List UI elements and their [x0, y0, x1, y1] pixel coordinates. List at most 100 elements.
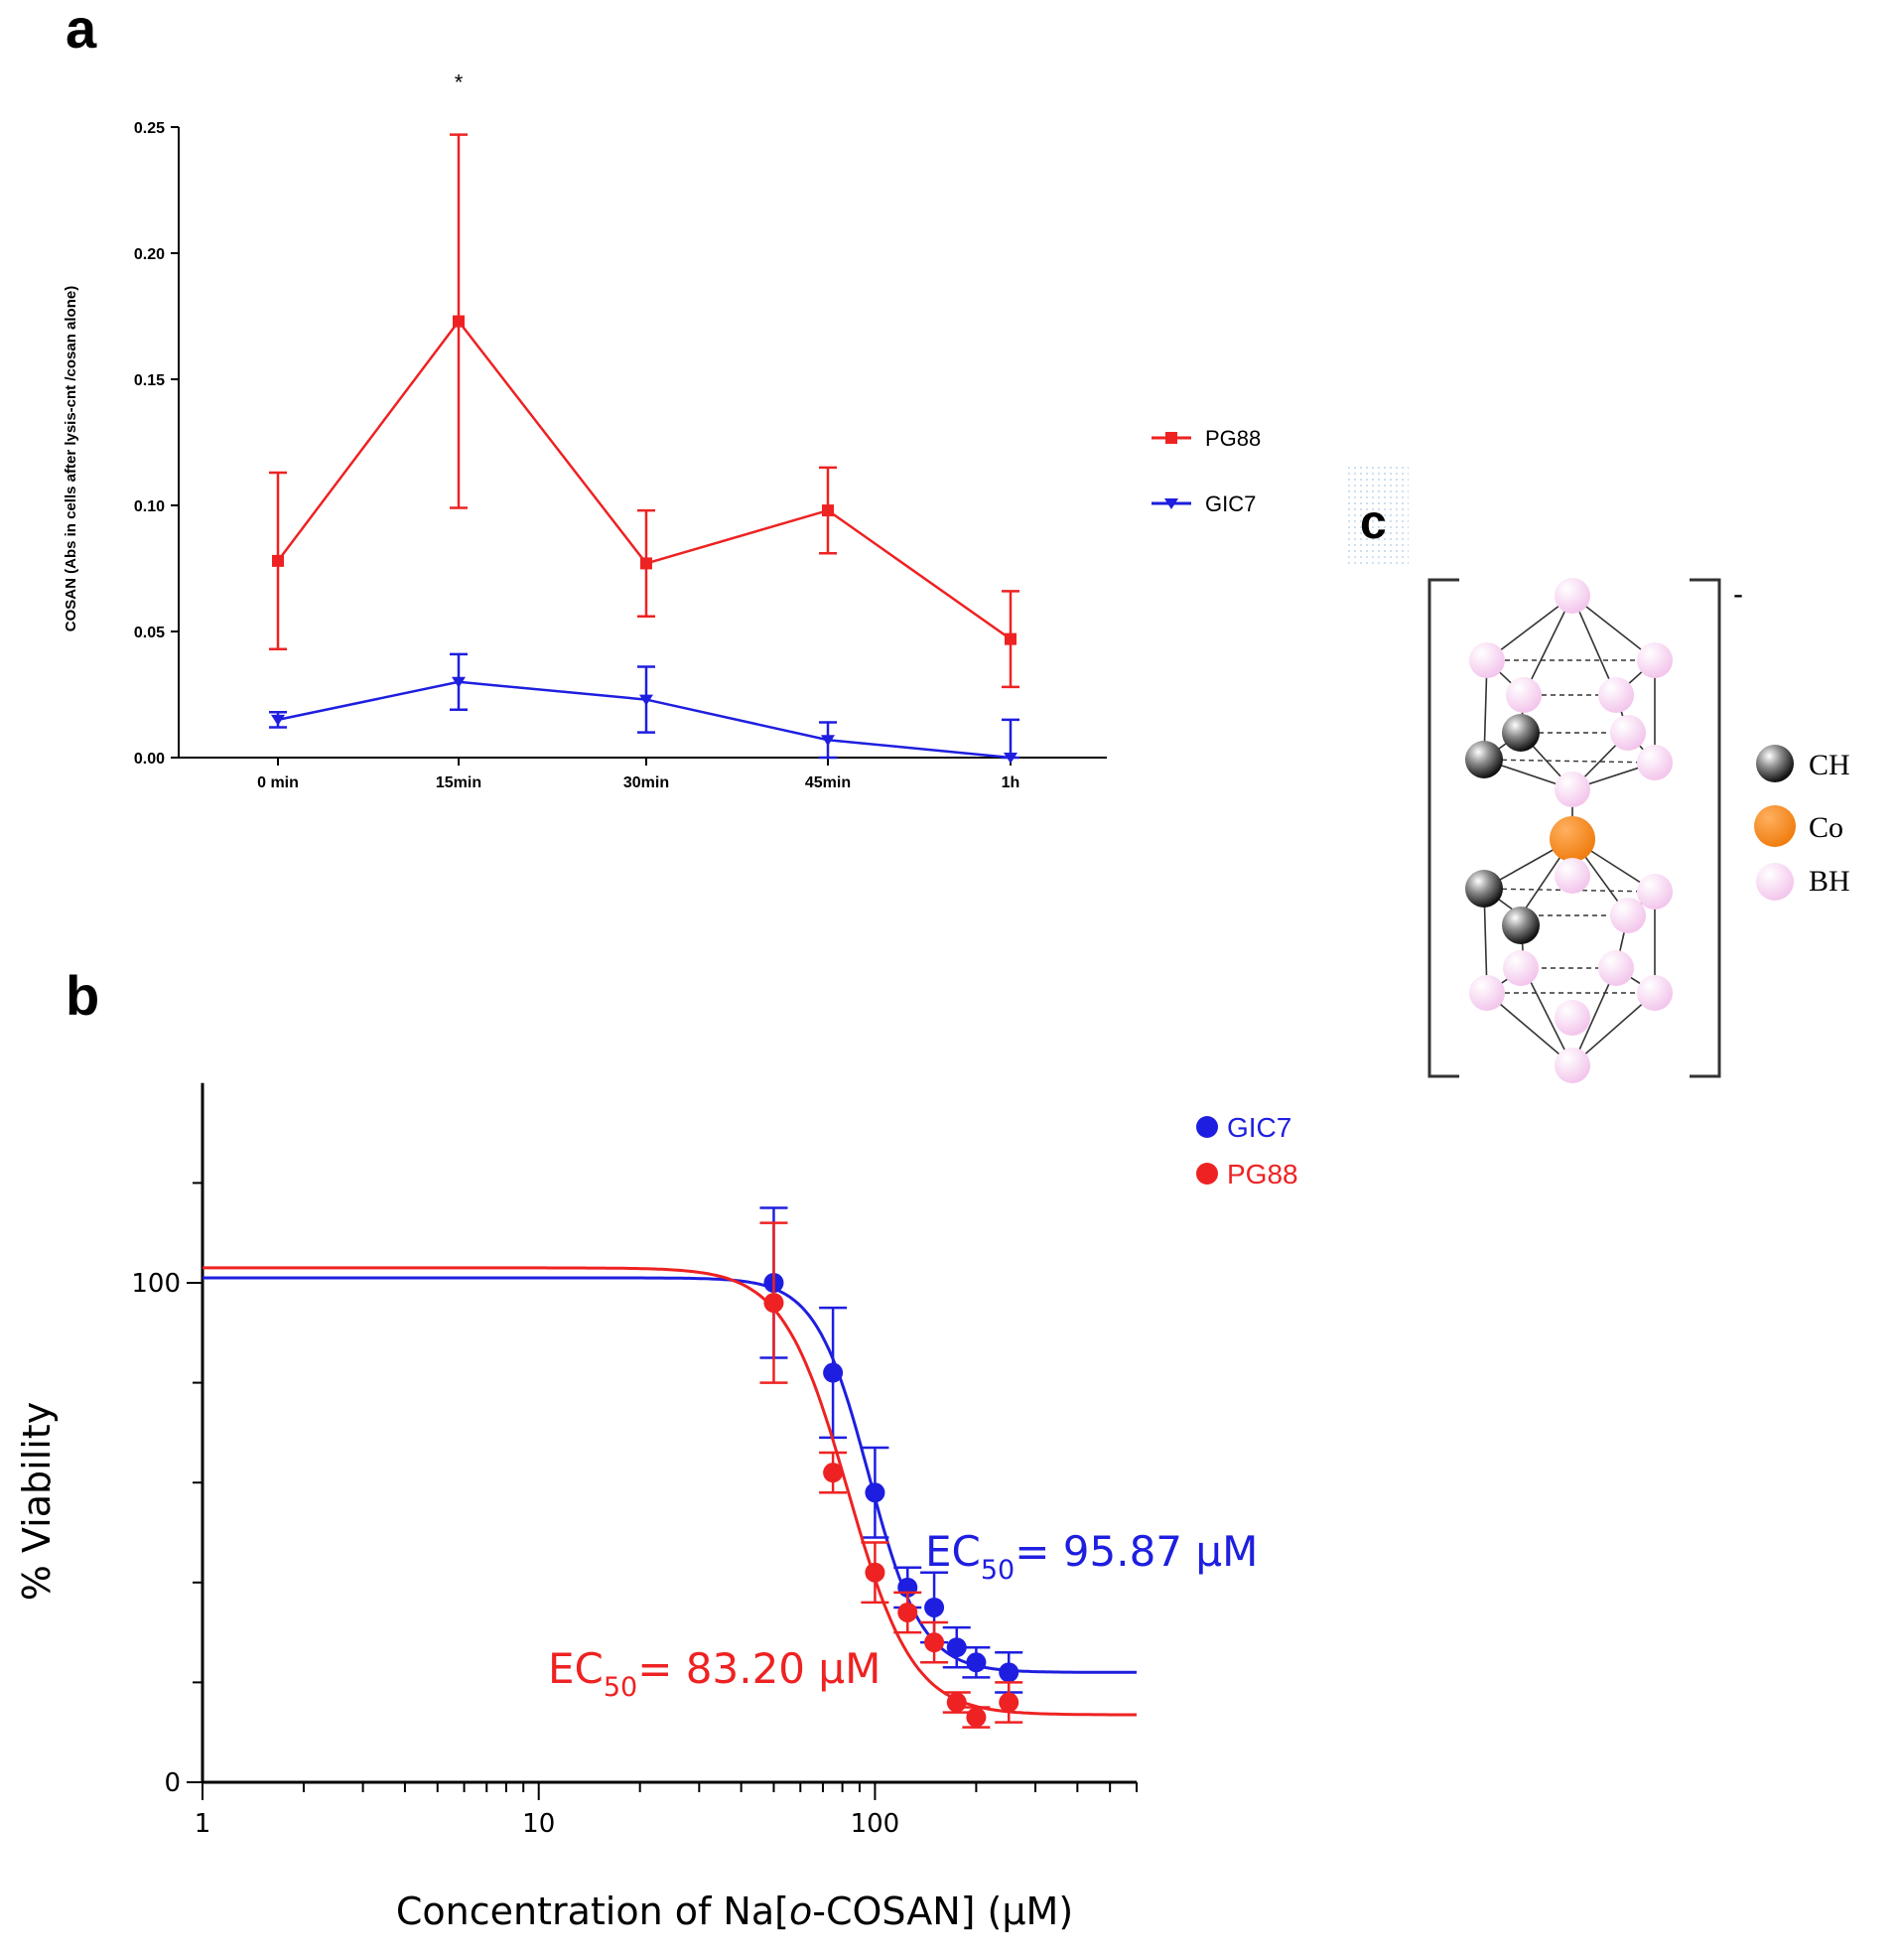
chart-b-y-axis-label: % Viability [15, 1402, 59, 1601]
ec50-pg88-prefix: EC [548, 1644, 604, 1693]
x-tick-label: 1h [1002, 774, 1020, 791]
chart-b-axes: 0 100 1 10 100 [131, 1082, 1138, 1839]
legend-label-pg88: PG88 [1205, 426, 1261, 451]
ch-atom [1465, 741, 1503, 778]
bh-atom [1610, 715, 1646, 751]
panel-label-c: c [1360, 496, 1387, 549]
bh-atom [1555, 1000, 1590, 1036]
chart-a: 0.00 0.05 0.10 0.15 0.20 0.25 0 min 15min 30min 4… [63, 70, 1261, 791]
chart-b: 0 100 1 10 100 % Viability Concentration of … [15, 1082, 1298, 1933]
bh-atom [1555, 1048, 1590, 1083]
data-point [822, 504, 834, 517]
bh-atom [1555, 858, 1590, 894]
data-point [966, 1652, 987, 1673]
pg88-square-marker [1165, 432, 1177, 444]
legend-label-gic7: GIC7 [1205, 491, 1256, 516]
chart-a-legend: PG88 GIC7 [1152, 426, 1261, 516]
cosan-structure: - [1427, 578, 1850, 1083]
bh-legend-marker [1756, 863, 1794, 901]
data-point [272, 554, 284, 567]
data-point [821, 735, 835, 747]
ec50-gic7-subscript: 50 [981, 1555, 1015, 1586]
anion-charge: - [1733, 578, 1743, 611]
ec50-label-gic7: EC50= 95.87 μM [925, 1527, 1258, 1586]
structure-legend-co: Co [1754, 805, 1843, 847]
pg88-circle-marker [1196, 1163, 1218, 1185]
panel-label-b: b [66, 964, 99, 1027]
chart-b-series [203, 1206, 1137, 1729]
data-point [897, 1602, 918, 1622]
data-point [946, 1637, 967, 1658]
x-tick-label: 10 [522, 1809, 555, 1839]
data-point [946, 1692, 967, 1713]
y-tick-label: 0 [164, 1768, 181, 1798]
bh-atom [1469, 642, 1505, 678]
bh-atom [1598, 677, 1634, 713]
bh-atom [1469, 975, 1505, 1011]
series-gic7 [203, 1206, 1137, 1694]
data-point [453, 315, 465, 328]
structure-legend: CH Co BH [1754, 745, 1850, 901]
ch-atom [1465, 870, 1503, 908]
ch-atom [1502, 714, 1540, 752]
structure-legend-co-label: Co [1809, 811, 1843, 844]
x-tick-label: 100 [851, 1809, 900, 1839]
ec50-gic7-prefix: EC [925, 1527, 981, 1576]
ch-atom [1502, 907, 1540, 944]
bh-atom [1637, 642, 1673, 678]
structure-brackets [1427, 578, 1721, 1078]
legend-item-gic7: GIC7 [1152, 491, 1256, 516]
ec50-gic7-value: = 95.87 μM [1015, 1527, 1258, 1576]
co-atom [1550, 816, 1595, 862]
bh-atom [1637, 745, 1673, 780]
x-tick-label: 1 [195, 1809, 211, 1839]
chart-a-y-axis-label: COSAN (Abs in cells after lysis-cnt /cos… [63, 286, 79, 631]
panel-label-a: a [66, 0, 97, 60]
legend-item-pg88: PG88 [1152, 426, 1261, 451]
ec50-pg88-subscript: 50 [604, 1672, 637, 1703]
x-tick-label: 15min [436, 774, 481, 791]
chart-a-significance-star: * [455, 70, 464, 95]
bh-atom [1637, 874, 1673, 910]
data-point [924, 1597, 945, 1617]
y-tick-label: 0.25 [134, 120, 165, 137]
y-tick-label: 0.05 [134, 625, 165, 641]
series-line [277, 680, 1012, 760]
data-point [966, 1707, 987, 1728]
bh-atom [1555, 578, 1590, 614]
atoms [1465, 578, 1673, 1083]
x-tick-label: 45min [805, 774, 851, 791]
gic7-triangle-marker [1164, 498, 1178, 509]
data-point [865, 1562, 885, 1583]
fit-curve [203, 1276, 1137, 1674]
bh-atom [1503, 950, 1539, 986]
data-point [1004, 753, 1017, 764]
y-tick-label: 0.00 [134, 751, 165, 768]
data-point [999, 1692, 1019, 1713]
y-tick-label: 0.20 [134, 246, 165, 263]
y-tick-label: 0.15 [134, 372, 165, 389]
data-point [271, 714, 285, 726]
series-pg88 [203, 1221, 1137, 1729]
data-point [452, 676, 466, 688]
x-label-part-2: o [789, 1890, 812, 1933]
bh-atom [1637, 975, 1673, 1011]
data-point [823, 1362, 844, 1383]
legend-label-gic7-b: GIC7 [1227, 1112, 1291, 1143]
panel-c-label-background [1347, 467, 1409, 568]
structure-legend-bh: BH [1756, 863, 1850, 901]
chart-a-axes: 0.00 0.05 0.10 0.15 0.20 0.25 0 min 15min 30min 4… [134, 120, 1107, 791]
data-point [763, 1293, 784, 1314]
structure-legend-bh-label: BH [1809, 865, 1850, 898]
bh-atom [1506, 677, 1542, 713]
x-tick-label: 30min [623, 774, 669, 791]
data-point [1005, 632, 1017, 645]
data-point [823, 1463, 844, 1483]
chart-a-series [269, 133, 1019, 764]
ch-legend-marker [1756, 745, 1794, 782]
legend-item-pg88-b: PG88 [1196, 1159, 1298, 1190]
gic7-circle-marker [1196, 1116, 1218, 1138]
legend-label-pg88-b: PG88 [1227, 1159, 1298, 1190]
data-point [865, 1482, 885, 1503]
legend-item-gic7-b: GIC7 [1196, 1112, 1291, 1143]
